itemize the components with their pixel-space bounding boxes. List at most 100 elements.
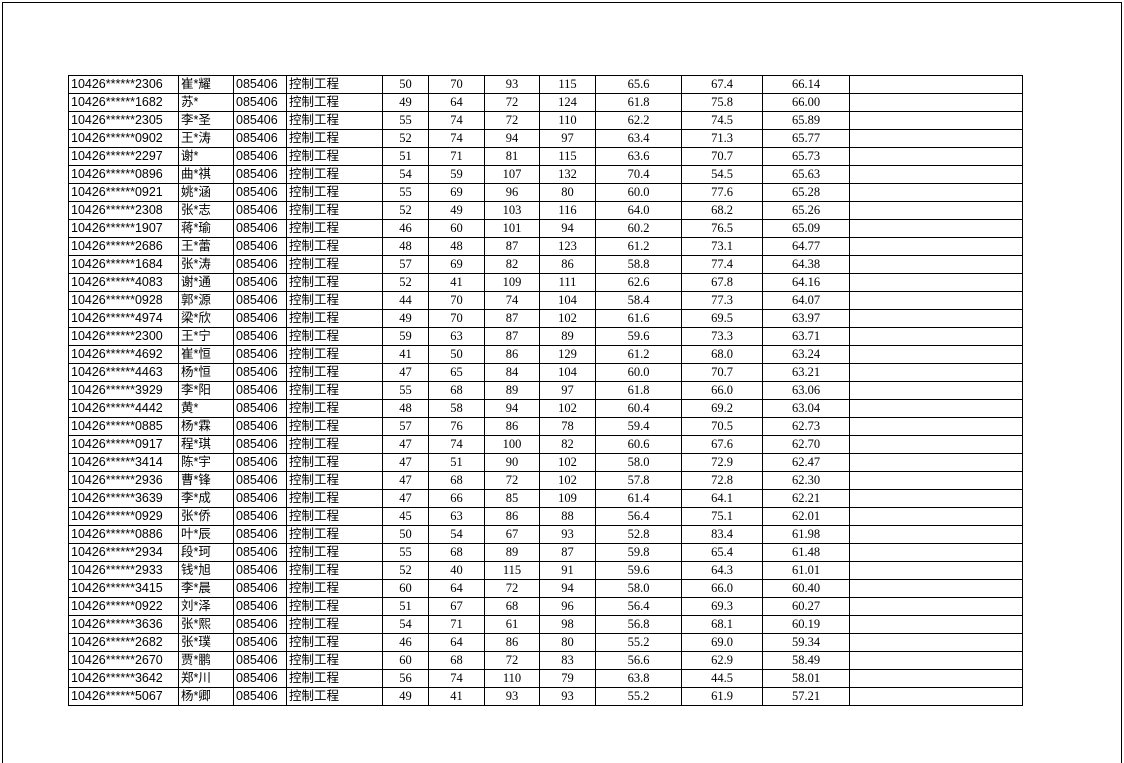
cell-score-5: 56.4 (595, 507, 682, 526)
cell-score-4: 97 (539, 381, 596, 400)
cell-total-score: 63.71 (762, 327, 850, 346)
cell-blank (849, 237, 1023, 256)
cell-major-name: 控制工程 (286, 201, 383, 220)
cell-score-6: 64.1 (681, 489, 763, 508)
cell-score-3: 72 (484, 579, 540, 598)
cell-major-code: 085406 (233, 597, 287, 616)
cell-score-3: 100 (484, 435, 540, 454)
cell-blank (849, 93, 1023, 112)
cell-total-score: 62.47 (762, 453, 850, 472)
cell-score-1: 55 (382, 111, 429, 130)
cell-score-6: 62.9 (681, 651, 763, 670)
cell-blank (849, 453, 1023, 472)
cell-score-2: 59 (428, 165, 485, 184)
cell-score-1: 49 (382, 309, 429, 328)
cell-score-4: 94 (539, 219, 596, 238)
cell-score-4: 110 (539, 111, 596, 130)
cell-score-4: 102 (539, 471, 596, 490)
cell-score-6: 72.8 (681, 471, 763, 490)
cell-score-1: 57 (382, 255, 429, 274)
cell-score-1: 47 (382, 453, 429, 472)
cell-blank (849, 75, 1023, 94)
cell-name: 张*侨 (178, 507, 234, 526)
cell-candidate-id: 10426******1684 (68, 255, 179, 274)
cell-total-score: 64.16 (762, 273, 850, 292)
cell-score-2: 68 (428, 471, 485, 490)
cell-total-score: 63.06 (762, 381, 850, 400)
cell-major-name: 控制工程 (286, 651, 383, 670)
cell-total-score: 61.01 (762, 561, 850, 580)
cell-score-1: 48 (382, 237, 429, 256)
cell-major-code: 085406 (233, 129, 287, 148)
cell-score-5: 58.4 (595, 291, 682, 310)
cell-score-3: 89 (484, 381, 540, 400)
cell-score-3: 86 (484, 633, 540, 652)
cell-score-6: 77.4 (681, 255, 763, 274)
cell-score-3: 109 (484, 273, 540, 292)
table-row: 10426******0902 王*涛 085406 控制工程 52 74 94 97 63.4… (68, 129, 1023, 148)
cell-total-score: 66.14 (762, 75, 850, 94)
cell-score-1: 50 (382, 525, 429, 544)
cell-score-3: 115 (484, 561, 540, 580)
cell-score-5: 62.6 (595, 273, 682, 292)
cell-score-3: 68 (484, 597, 540, 616)
cell-major-code: 085406 (233, 579, 287, 598)
cell-score-3: 94 (484, 399, 540, 418)
cell-score-4: 102 (539, 399, 596, 418)
cell-score-2: 70 (428, 309, 485, 328)
cell-score-6: 67.8 (681, 273, 763, 292)
cell-score-5: 61.6 (595, 309, 682, 328)
cell-score-1: 47 (382, 435, 429, 454)
cell-major-code: 085406 (233, 489, 287, 508)
cell-total-score: 60.40 (762, 579, 850, 598)
cell-total-score: 58.49 (762, 651, 850, 670)
cell-blank (849, 381, 1023, 400)
cell-score-3: 82 (484, 255, 540, 274)
cell-score-6: 72.9 (681, 453, 763, 472)
cell-score-5: 55.2 (595, 633, 682, 652)
cell-score-2: 66 (428, 489, 485, 508)
cell-name: 谢* (178, 147, 234, 166)
cell-score-2: 74 (428, 111, 485, 130)
cell-major-code: 085406 (233, 183, 287, 202)
cell-score-5: 58.0 (595, 579, 682, 598)
cell-total-score: 63.04 (762, 399, 850, 418)
cell-candidate-id: 10426******2686 (68, 237, 179, 256)
cell-score-3: 72 (484, 93, 540, 112)
cell-name: 李*阳 (178, 381, 234, 400)
cell-score-1: 57 (382, 417, 429, 436)
cell-score-5: 56.4 (595, 597, 682, 616)
cell-candidate-id: 10426******2305 (68, 111, 179, 130)
cell-score-1: 52 (382, 201, 429, 220)
cell-score-4: 80 (539, 183, 596, 202)
cell-score-4: 80 (539, 633, 596, 652)
table-row: 10426******1682 苏* 085406 控制工程 49 64 72 124 61.8… (68, 93, 1023, 112)
cell-score-2: 64 (428, 579, 485, 598)
cell-major-name: 控制工程 (286, 345, 383, 364)
cell-major-name: 控制工程 (286, 237, 383, 256)
cell-score-4: 88 (539, 507, 596, 526)
cell-score-6: 67.6 (681, 435, 763, 454)
cell-candidate-id: 10426******3929 (68, 381, 179, 400)
table-row: 10426******2682 张*璞 085406 控制工程 46 64 86 80 55.2… (68, 633, 1023, 652)
cell-score-3: 93 (484, 687, 540, 706)
cell-major-code: 085406 (233, 525, 287, 544)
table-row: 10426******2300 王*宁 085406 控制工程 59 63 87 89 59.6… (68, 327, 1023, 346)
cell-name: 梁*欣 (178, 309, 234, 328)
cell-score-5: 60.6 (595, 435, 682, 454)
cell-score-2: 69 (428, 183, 485, 202)
cell-score-1: 46 (382, 633, 429, 652)
cell-major-code: 085406 (233, 255, 287, 274)
cell-score-1: 52 (382, 273, 429, 292)
cell-score-3: 81 (484, 147, 540, 166)
cell-score-3: 94 (484, 129, 540, 148)
cell-total-score: 65.26 (762, 201, 850, 220)
cell-score-2: 69 (428, 255, 485, 274)
cell-score-2: 40 (428, 561, 485, 580)
cell-score-5: 61.2 (595, 237, 682, 256)
cell-score-2: 74 (428, 435, 485, 454)
table-row: 10426******3639 李*成 085406 控制工程 47 66 85 109 61.… (68, 489, 1023, 508)
table-body: 10426******2306 崔*耀 085406 控制工程 50 70 93 115 65.… (68, 75, 1023, 706)
cell-score-6: 64.3 (681, 561, 763, 580)
cell-major-code: 085406 (233, 471, 287, 490)
